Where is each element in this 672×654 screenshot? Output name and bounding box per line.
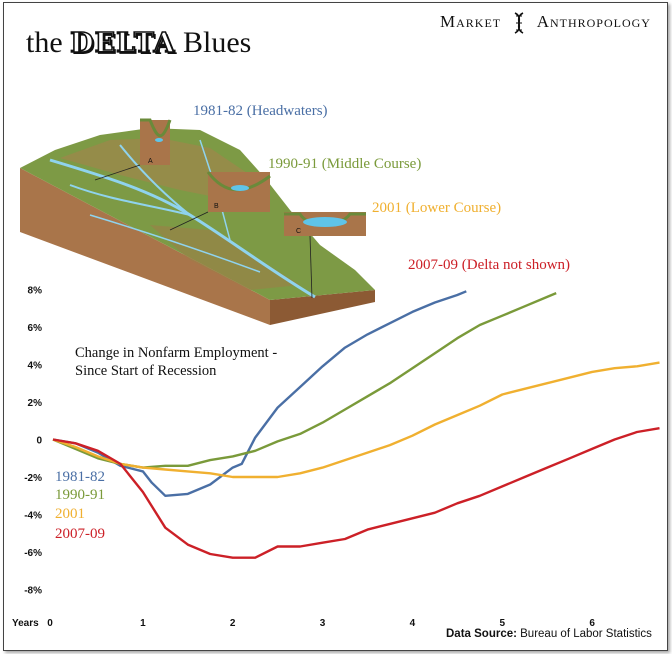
title-suffix: Blues	[183, 26, 252, 59]
y-tick-label: 0	[36, 436, 42, 447]
brand-left: Market	[440, 12, 502, 31]
title-emphasis: DELTA	[69, 27, 176, 60]
chart-subtitle: Change in Nonfarm Employment - Since Sta…	[75, 344, 277, 380]
x-tick-label: 1	[140, 618, 146, 629]
y-tick-label: -4%	[24, 511, 42, 522]
source-value: Bureau of Labor Statistics	[520, 628, 652, 640]
x-tick-label: 3	[320, 618, 326, 629]
legend-2001: 2001	[55, 506, 85, 522]
brand-right: Anthropology	[536, 12, 651, 31]
y-tick-label: -8%	[24, 586, 42, 597]
title-prefix: the	[26, 26, 63, 59]
y-tick-label: 6%	[28, 323, 43, 334]
chart-frame	[3, 2, 668, 651]
y-tick-label: 2%	[28, 398, 43, 409]
stage-label-1981: 1981-82 (Headwaters)	[193, 103, 328, 119]
x-tick-label: 2	[230, 618, 236, 629]
legend-1981: 1981-82	[55, 469, 105, 485]
series-line-2007-09	[52, 427, 660, 559]
data-source: Data Source: Bureau of Labor Statistics	[446, 628, 652, 640]
x-axis-label: Years	[12, 618, 39, 629]
y-tick-label: -2%	[24, 473, 42, 484]
y-tick-label: 4%	[28, 360, 43, 371]
chart-title: the DELTA Blues	[26, 26, 251, 60]
series-line-1981-82	[52, 290, 467, 497]
x-tick-label: 0	[47, 618, 53, 629]
stage-label-1990: 1990-91 (Middle Course)	[268, 156, 422, 172]
brand-logo: Market Anthropology	[440, 12, 651, 34]
x-tick-label: 6	[589, 618, 595, 629]
series-line-2001	[52, 361, 660, 479]
source-label: Data Source:	[446, 628, 517, 640]
subtitle-line-1: Change in Nonfarm Employment -	[75, 345, 278, 361]
legend-1990: 1990-91	[55, 487, 105, 503]
x-tick-label: 4	[410, 618, 416, 629]
cross-section-label-c: C	[296, 228, 301, 235]
subtitle-line-2: Since Start of Recession	[75, 363, 217, 379]
series-line-1990-91	[52, 291, 557, 469]
y-tick-label: 8%	[28, 285, 43, 296]
x-tick-label: 5	[499, 618, 505, 629]
stage-label-2001: 2001 (Lower Course)	[372, 200, 502, 216]
cross-section-label-b: B	[214, 203, 219, 210]
legend-2007: 2007-09	[55, 526, 105, 542]
dna-helix-icon	[514, 12, 524, 34]
cross-section-label-a: A	[148, 158, 153, 165]
y-tick-label: -6%	[24, 548, 42, 559]
stage-label-2007: 2007-09 (Delta not shown)	[408, 257, 571, 273]
